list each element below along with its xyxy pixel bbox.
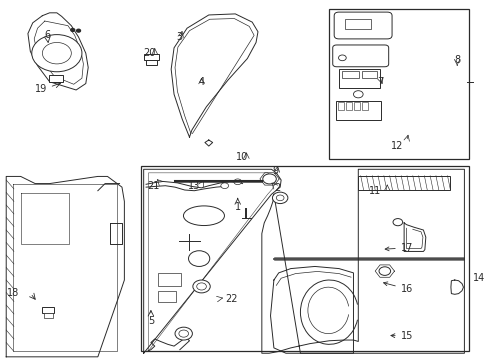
Text: 9: 9 bbox=[272, 166, 278, 176]
Bar bbox=[358, 176, 449, 190]
Circle shape bbox=[71, 28, 75, 31]
Ellipse shape bbox=[183, 206, 224, 226]
Bar bbox=[335, 101, 381, 120]
Text: 2: 2 bbox=[273, 183, 280, 193]
Text: 21: 21 bbox=[147, 181, 159, 192]
Circle shape bbox=[188, 251, 209, 266]
Circle shape bbox=[233, 179, 241, 185]
Circle shape bbox=[353, 91, 363, 98]
Circle shape bbox=[276, 195, 284, 201]
Circle shape bbox=[272, 192, 287, 203]
Bar bbox=[345, 103, 351, 110]
Circle shape bbox=[262, 174, 276, 184]
Text: 1: 1 bbox=[234, 202, 240, 212]
Bar bbox=[338, 68, 379, 88]
Circle shape bbox=[221, 183, 228, 189]
Circle shape bbox=[42, 42, 71, 64]
Bar bbox=[353, 103, 360, 110]
Bar bbox=[146, 60, 156, 64]
Text: 20: 20 bbox=[143, 48, 156, 58]
Text: 5: 5 bbox=[147, 316, 154, 326]
Circle shape bbox=[179, 330, 188, 337]
Bar bbox=[362, 103, 367, 110]
Text: 22: 22 bbox=[225, 294, 238, 303]
Circle shape bbox=[175, 327, 192, 340]
FancyBboxPatch shape bbox=[333, 12, 391, 39]
Text: 18: 18 bbox=[7, 288, 20, 298]
Bar bbox=[42, 307, 54, 313]
Text: 16: 16 bbox=[383, 282, 412, 294]
Bar bbox=[337, 103, 343, 110]
Circle shape bbox=[378, 267, 390, 275]
Text: 6: 6 bbox=[44, 30, 50, 40]
Bar bbox=[158, 292, 176, 302]
FancyBboxPatch shape bbox=[332, 45, 388, 67]
Bar bbox=[158, 273, 181, 287]
Bar bbox=[329, 9, 468, 158]
Circle shape bbox=[192, 280, 210, 293]
Text: 7: 7 bbox=[376, 77, 382, 87]
Text: 10: 10 bbox=[236, 152, 248, 162]
Bar bbox=[362, 71, 376, 78]
Circle shape bbox=[196, 283, 206, 290]
Bar bbox=[344, 19, 370, 29]
Circle shape bbox=[338, 55, 346, 61]
Bar bbox=[144, 54, 158, 60]
Circle shape bbox=[32, 35, 82, 72]
Text: 14: 14 bbox=[472, 273, 485, 283]
Bar bbox=[48, 75, 63, 82]
Text: 17: 17 bbox=[385, 243, 412, 253]
Text: 12: 12 bbox=[390, 141, 402, 151]
Text: 4: 4 bbox=[198, 77, 204, 87]
Text: 15: 15 bbox=[390, 331, 412, 341]
Text: 8: 8 bbox=[453, 55, 459, 65]
Text: 19: 19 bbox=[35, 84, 47, 94]
Text: 3: 3 bbox=[177, 32, 183, 42]
Bar bbox=[44, 313, 53, 318]
Text: 11: 11 bbox=[368, 186, 381, 196]
Circle shape bbox=[77, 29, 81, 32]
Circle shape bbox=[392, 219, 402, 226]
Bar bbox=[141, 166, 468, 351]
Text: 13: 13 bbox=[188, 181, 200, 192]
Bar bbox=[341, 71, 358, 78]
